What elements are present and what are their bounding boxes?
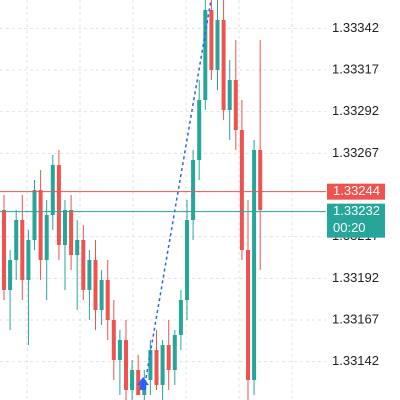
candle-body xyxy=(50,165,55,215)
vertical-grid xyxy=(26,0,293,400)
candle-body xyxy=(154,350,159,385)
y-tick-label: 1.33142 xyxy=(332,353,379,368)
candle-body xyxy=(81,240,86,290)
candle-body xyxy=(252,150,257,380)
candle-body xyxy=(178,300,183,335)
candle-body xyxy=(99,280,104,310)
candle-body xyxy=(26,240,31,280)
candle-body xyxy=(63,210,67,245)
candle-body xyxy=(203,10,208,100)
candle-body xyxy=(87,260,92,290)
y-tick-label: 1.33342 xyxy=(332,20,379,35)
candle-body xyxy=(215,20,220,70)
candle-body xyxy=(56,165,61,245)
candle-body xyxy=(160,345,165,385)
candle-body xyxy=(239,130,244,250)
candle-body xyxy=(93,260,98,310)
candle-body xyxy=(8,260,13,290)
y-tick-label: 1.33267 xyxy=(332,145,379,160)
candle-body xyxy=(221,20,226,110)
candle-body xyxy=(258,150,263,210)
candle-body xyxy=(130,370,135,390)
candle-body xyxy=(246,250,250,380)
candle-body xyxy=(38,190,43,260)
candle-body xyxy=(44,215,49,260)
candle-body xyxy=(209,10,214,70)
candle-body xyxy=(2,210,6,290)
candle-body xyxy=(75,240,80,255)
candle-body xyxy=(233,80,238,130)
y-tick-label: 1.33192 xyxy=(332,270,379,285)
candle-body xyxy=(148,350,153,380)
candle-body xyxy=(124,340,128,390)
candle-body xyxy=(227,80,232,110)
candle-body xyxy=(14,220,19,260)
candle-body xyxy=(172,335,177,370)
candle-body xyxy=(105,280,110,320)
candle-body xyxy=(197,100,202,160)
candles xyxy=(2,0,263,400)
candle-body xyxy=(136,370,141,395)
y-tick-label: 1.33292 xyxy=(332,103,379,118)
trend-line xyxy=(145,0,212,379)
candle-body xyxy=(191,160,196,220)
candle-body xyxy=(20,220,25,280)
candle-body xyxy=(32,190,37,240)
candle-body xyxy=(117,340,122,360)
price-badge xyxy=(327,203,385,238)
buy-arrow xyxy=(137,377,149,390)
candle-body xyxy=(69,210,74,255)
price-label: 1.33232 xyxy=(333,203,380,218)
price-lines: 1.33244 1.33232 00:20 xyxy=(0,183,385,238)
countdown: 00:20 xyxy=(333,220,366,235)
y-tick-label: 1.33167 xyxy=(332,311,379,326)
price-label: 1.33244 xyxy=(333,183,380,198)
candle-body xyxy=(185,220,189,300)
y-axis: 1.331421.331671.331921.332171.332671.332… xyxy=(0,20,379,368)
candle-body xyxy=(166,345,171,370)
candle-body xyxy=(111,320,116,360)
price-badge xyxy=(327,183,385,200)
y-tick-label: 1.33317 xyxy=(332,61,379,76)
